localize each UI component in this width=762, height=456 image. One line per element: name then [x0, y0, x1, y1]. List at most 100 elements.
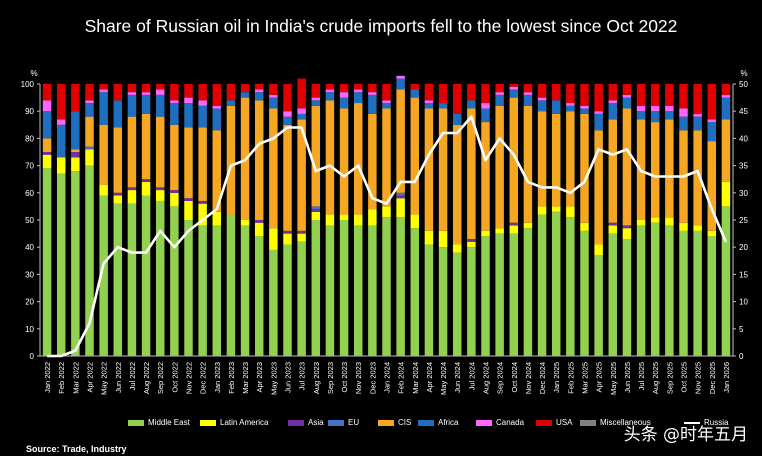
bar-segment-latin-america: [636, 220, 646, 226]
bar-segment-middle-east: [42, 168, 52, 356]
bar-segment-canada: [495, 92, 504, 95]
bar-segment-usa: [424, 84, 434, 101]
x-tick-label: May 2025: [609, 362, 618, 395]
bar-segment-africa: [297, 113, 306, 120]
x-tick-label: Sep 2023: [326, 362, 335, 394]
bar-segment-cis: [495, 105, 504, 229]
bar-segment-latin-america: [509, 225, 519, 234]
bar-segment-cis: [622, 108, 632, 226]
bar-segment-cis: [721, 119, 731, 182]
legend-swatch: [476, 419, 492, 426]
bar-segment-middle-east: [339, 220, 349, 356]
bar-segment-africa: [226, 100, 236, 106]
y-unit-left: %: [30, 69, 37, 78]
bar-segment-cis: [665, 119, 674, 218]
bar-segment-canada: [339, 92, 349, 98]
bar-segment-africa: [594, 113, 603, 131]
bar-segment-usa: [353, 84, 363, 90]
bar-segment-africa: [467, 100, 476, 109]
legend-swatch: [288, 419, 304, 426]
bar-segment-cis: [353, 103, 363, 215]
bar-segment-usa: [721, 84, 731, 95]
bar-segment-africa: [721, 97, 731, 120]
bar-segment-africa: [665, 111, 674, 120]
x-tick-label: Dec 2024: [538, 362, 547, 394]
bar-segment-canada: [636, 105, 646, 112]
bar-segment-asia: [509, 222, 519, 226]
bar-segment-cis: [650, 122, 660, 218]
bar-segment-canada: [382, 100, 391, 104]
bar-segment-middle-east: [424, 244, 434, 356]
legend-item-africa: Africa: [418, 418, 458, 427]
bar-segment-usa: [283, 84, 292, 112]
bar-segment-africa: [396, 78, 405, 90]
bar-segment-latin-america: [56, 157, 66, 174]
bar-segment-usa: [636, 84, 646, 106]
bar-segment-middle-east: [170, 206, 179, 356]
bar-segment-cis: [212, 130, 222, 212]
bar-segment-africa: [325, 92, 335, 101]
bar-segment-usa: [665, 84, 674, 106]
bar-segment-africa: [580, 108, 589, 114]
bar-segment-latin-america: [580, 222, 589, 231]
x-tick-label: Jan 2024: [383, 362, 392, 393]
bar-segment-canada: [99, 89, 108, 93]
y-tick-label-right: 5: [739, 325, 744, 334]
bar-segment-asia: [311, 209, 321, 212]
bar-segment-latin-america: [622, 228, 632, 240]
x-tick-label: Oct 2022: [170, 362, 179, 392]
legend-item-asia: Asia: [288, 418, 324, 427]
bar-segment-latin-america: [240, 220, 250, 226]
bar-segment-usa: [523, 84, 533, 93]
bar-segment-africa: [99, 92, 108, 125]
bar-segment-usa: [42, 84, 52, 101]
bar-segment-canada: [42, 100, 52, 112]
bar-segment-africa: [424, 103, 434, 109]
bar-segment-latin-america: [141, 181, 151, 196]
bar-segment-latin-america: [523, 222, 533, 229]
bar-segment-cis: [509, 97, 519, 223]
bar-segment-canada: [184, 97, 193, 104]
bar-segment-latin-america: [113, 195, 123, 204]
bar-segment-africa: [551, 100, 561, 114]
legend-item-usa: USA: [536, 418, 572, 427]
x-tick-label: Oct 2024: [510, 362, 519, 392]
bar-segment-asia: [467, 239, 476, 242]
y-tick-label-left: 50: [25, 216, 34, 225]
bar-segment-africa: [311, 100, 321, 106]
bar-segment-canada: [566, 103, 575, 106]
x-tick-label: Jul 2022: [128, 362, 137, 390]
bar-segment-africa: [141, 94, 151, 114]
y-tick-label-left: 90: [25, 107, 34, 116]
legend-item-eu: EU: [328, 418, 359, 427]
bar-segment-canada: [481, 103, 490, 109]
bar-segment-middle-east: [396, 217, 405, 356]
x-tick-label: Jan 2025: [552, 362, 561, 393]
bar-segment-cis: [707, 141, 717, 231]
bar-segment-canada: [679, 108, 688, 117]
bar-segment-middle-east: [311, 220, 321, 356]
bar-segment-cis: [113, 127, 123, 193]
x-tick-label: Oct 2025: [680, 362, 689, 392]
bar-segment-middle-east: [297, 241, 306, 356]
bar-segment-usa: [382, 84, 391, 101]
bar-segment-middle-east: [56, 173, 66, 356]
bar-segment-africa: [254, 92, 264, 101]
bar-segment-middle-east: [679, 230, 688, 356]
bar-segment-canada: [368, 92, 377, 95]
bar-segment-asia: [71, 152, 80, 158]
bar-segment-cis: [325, 100, 335, 215]
bar-segment-usa: [566, 84, 575, 104]
x-tick-label: Aug 2024: [482, 362, 491, 394]
bar-segment-middle-east: [113, 203, 123, 356]
bar-segment-latin-america: [155, 190, 165, 201]
bar-segment-cis: [452, 124, 462, 245]
bar-segment-middle-east: [509, 233, 519, 356]
bar-segment-middle-east: [368, 225, 377, 356]
bar-segment-middle-east: [382, 217, 391, 356]
bar-segment-canada: [594, 111, 603, 114]
bar-segment-middle-east: [537, 214, 547, 356]
bar-segment-canada: [622, 94, 632, 98]
legend-swatch: [328, 419, 344, 426]
bar-segment-usa: [99, 84, 108, 90]
